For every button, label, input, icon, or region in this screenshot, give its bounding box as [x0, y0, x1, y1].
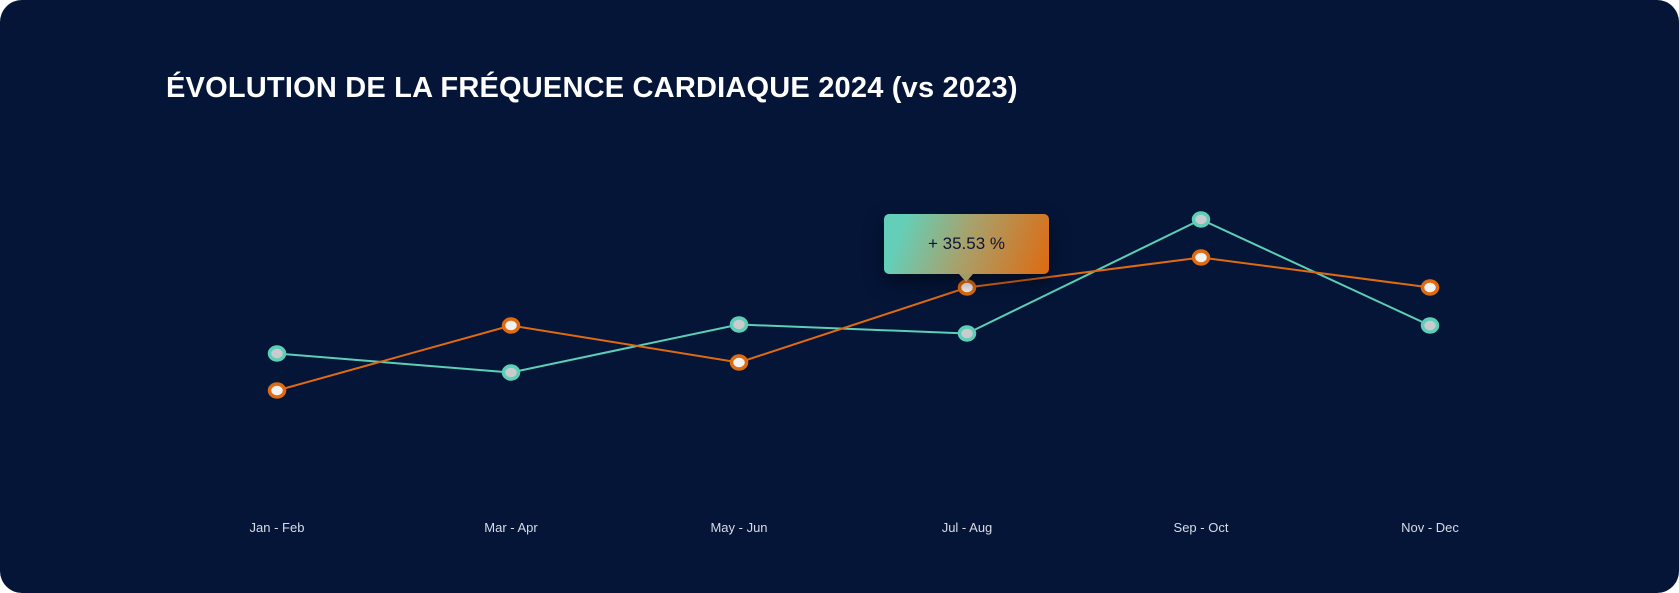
data-point[interactable] — [267, 382, 287, 399]
series-line-1 — [276, 256, 1431, 392]
data-point[interactable] — [729, 354, 749, 371]
data-point[interactable] — [1191, 211, 1211, 228]
data-point[interactable] — [1420, 279, 1440, 296]
x-tick-label: Nov - Dec — [1401, 520, 1459, 535]
x-tick-label: Sep - Oct — [1174, 520, 1229, 535]
tooltip-label: + 35.53 % — [927, 234, 1006, 253]
x-tick-label: Mar - Apr — [484, 520, 538, 535]
x-tick-label: Jul - Aug — [942, 520, 993, 535]
data-point[interactable] — [267, 345, 287, 362]
x-tick-label: Jan - Feb — [250, 520, 305, 535]
chart-title: ÉVOLUTION DE LA FRÉQUENCE CARDIAQUE 2024… — [166, 72, 1018, 104]
data-point[interactable] — [1420, 317, 1440, 334]
data-point[interactable] — [729, 316, 749, 333]
data-point[interactable] — [501, 317, 521, 334]
series-line-0 — [276, 218, 1431, 374]
x-tick-label: May - Jun — [710, 520, 767, 535]
data-point[interactable] — [957, 325, 977, 342]
data-point[interactable] — [501, 364, 521, 381]
data-point[interactable] — [1191, 249, 1211, 266]
data-point[interactable] — [957, 279, 977, 296]
tooltip: + 35.53 % — [884, 214, 1049, 282]
